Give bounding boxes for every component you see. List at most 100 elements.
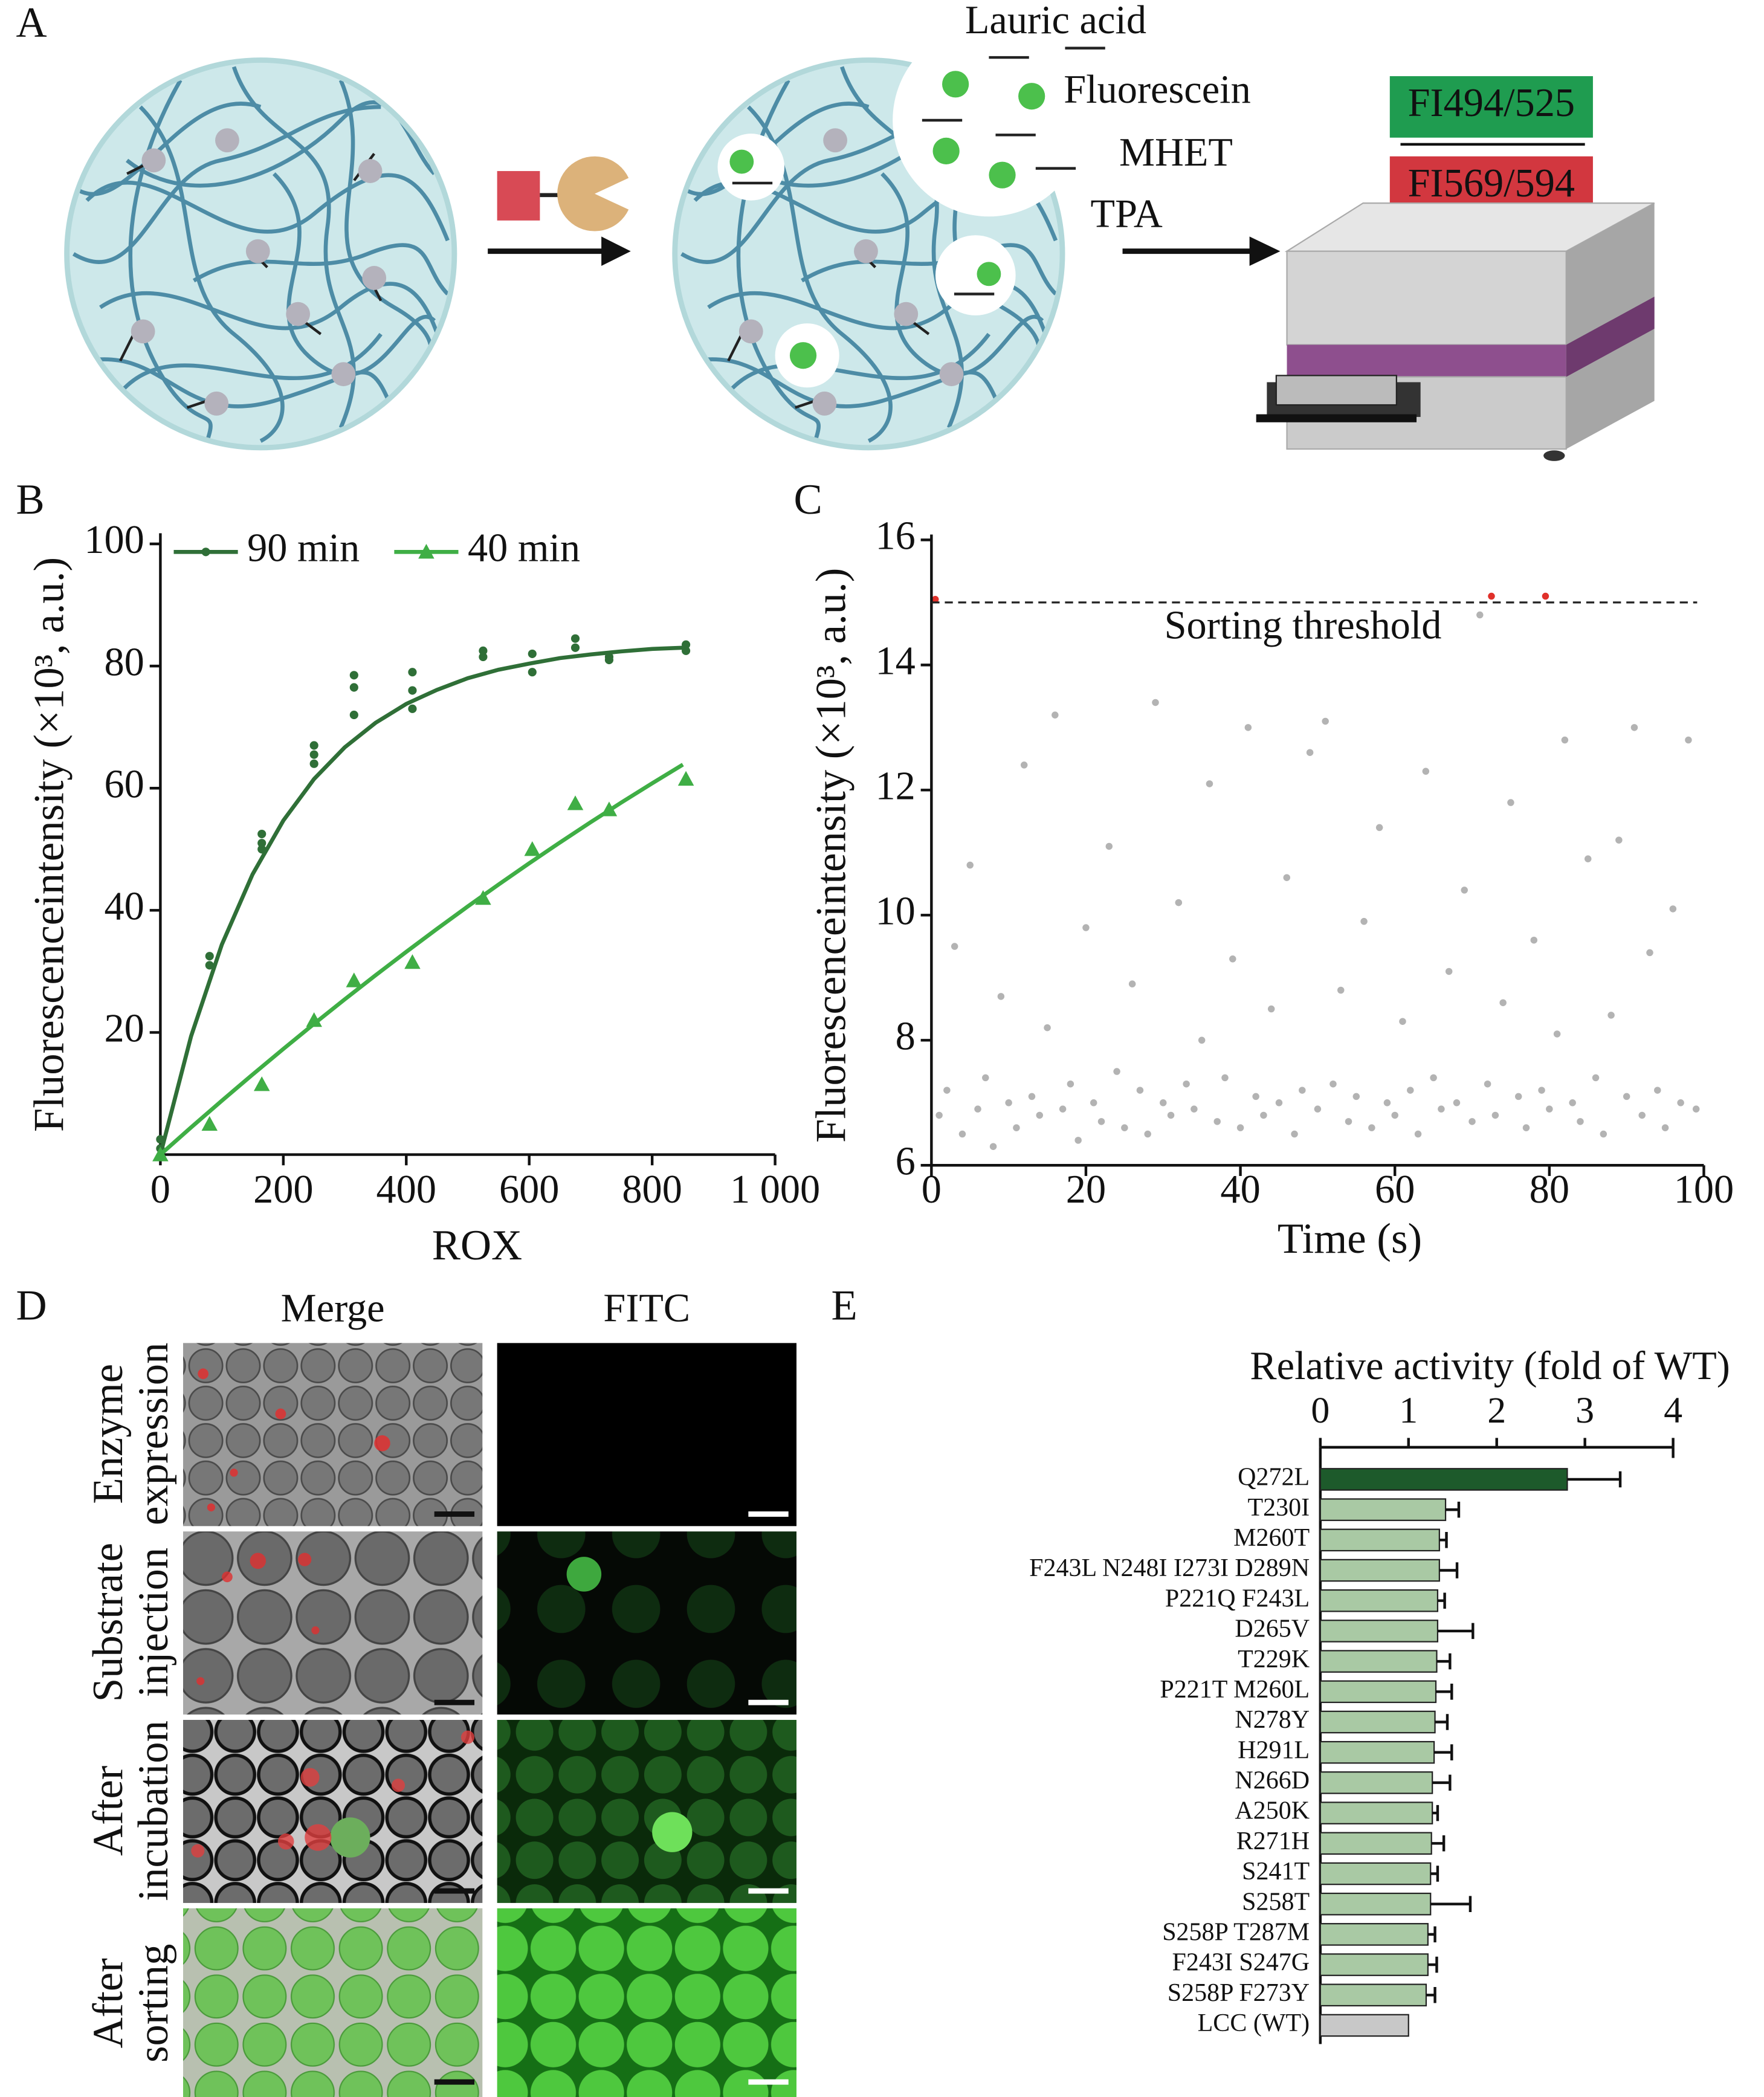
point (475, 890, 491, 905)
bar (1319, 1650, 1438, 1673)
molecule-label: Fluorescein (1064, 68, 1250, 112)
point (1399, 1018, 1406, 1025)
point (257, 829, 267, 839)
x-tick-label: 200 (253, 1168, 313, 1212)
category-label: Q272L (1238, 1464, 1310, 1491)
point (1577, 1118, 1584, 1125)
category-label: T230I (1247, 1494, 1310, 1522)
y-tick-label: 40 (105, 885, 144, 929)
point (528, 649, 537, 658)
point (974, 1105, 981, 1113)
point (1685, 736, 1692, 744)
category-label: M260T (1233, 1524, 1310, 1552)
row-label: incubation (130, 1721, 177, 1901)
point (1113, 1068, 1120, 1075)
category-label: D265V (1235, 1615, 1310, 1643)
category-label: S241T (1242, 1858, 1310, 1885)
legend-label: 90 min (247, 526, 360, 570)
point (479, 646, 488, 655)
point (1646, 949, 1653, 957)
category-label: P221Q F243L (1165, 1585, 1310, 1612)
error-bar (1430, 1896, 1472, 1912)
point (1152, 699, 1159, 706)
bar (1319, 1771, 1433, 1794)
point (1236, 1124, 1244, 1131)
error-bar (1437, 1623, 1475, 1640)
point (1592, 1074, 1600, 1082)
point (1553, 1030, 1561, 1038)
red-spots (198, 1368, 390, 1512)
micrograph (183, 1343, 483, 1527)
point (951, 943, 958, 950)
plate-reader (1256, 202, 1655, 461)
point (1383, 1099, 1391, 1107)
point (1352, 1093, 1360, 1100)
bright-droplet (566, 1557, 602, 1592)
bar (1319, 1801, 1433, 1824)
error-bar (1426, 1987, 1436, 2003)
y-tick-label: 60 (105, 762, 144, 806)
category-label: S258T (1242, 1888, 1310, 1916)
legend-swatch (418, 544, 435, 559)
point (257, 845, 267, 854)
category-label: F243L N248I I273I D289N (1029, 1554, 1310, 1582)
point (1183, 1080, 1190, 1088)
error-bar (1427, 1956, 1438, 1973)
micrograph (497, 1719, 796, 1903)
channel-label: FI494/525 (1408, 81, 1575, 125)
micrograph (183, 1908, 483, 2097)
bar (1319, 1589, 1439, 1612)
error-bar (1439, 1532, 1448, 1548)
point (479, 652, 488, 662)
x-tick-label: 0 (922, 1168, 942, 1212)
arrow (1122, 236, 1281, 267)
point (1044, 1024, 1051, 1032)
x-tick-label: 80 (1530, 1168, 1569, 1212)
bar (1319, 1862, 1432, 1885)
point (1430, 1074, 1437, 1082)
bar (1319, 1832, 1432, 1855)
point (1291, 1130, 1298, 1138)
x-tick-label: 800 (622, 1168, 682, 1212)
row-label: After (85, 1958, 132, 2048)
point (682, 646, 691, 655)
point (604, 652, 614, 662)
point (349, 671, 358, 680)
category-label: N266D (1235, 1767, 1310, 1795)
point (306, 1012, 322, 1027)
x-tick-label: 2 (1487, 1390, 1506, 1431)
point (152, 1146, 169, 1162)
bright-droplet (330, 1817, 370, 1858)
point (1600, 1130, 1607, 1138)
error-bar (1435, 1714, 1449, 1730)
error-bar (1432, 1805, 1439, 1821)
panel-label: A (16, 0, 47, 46)
point (309, 759, 318, 768)
point (205, 952, 214, 961)
point (567, 795, 584, 810)
point (1128, 980, 1136, 987)
category-label: T229K (1238, 1646, 1310, 1673)
point (1244, 724, 1252, 731)
category-label: S258P T287M (1162, 1919, 1310, 1947)
fit-curve (158, 645, 683, 1155)
y-tick-label: 12 (875, 764, 915, 809)
point (349, 710, 358, 720)
row-label: sorting (130, 1944, 177, 2063)
error-bar (1434, 1744, 1453, 1760)
point (1476, 611, 1484, 619)
molecule-label: TPA (1091, 192, 1163, 236)
point (1028, 1093, 1036, 1100)
point (570, 634, 580, 643)
released-products (717, 24, 1105, 388)
point (1438, 1105, 1445, 1113)
red-spots (196, 1553, 320, 1685)
x-tick-label: 3 (1575, 1390, 1594, 1431)
error-bar (1437, 1592, 1446, 1609)
point (1368, 1124, 1375, 1131)
point (349, 683, 358, 692)
point (1036, 1111, 1044, 1119)
category-label: H291L (1238, 1736, 1310, 1764)
molecule-label: Lauric acid (965, 0, 1146, 42)
